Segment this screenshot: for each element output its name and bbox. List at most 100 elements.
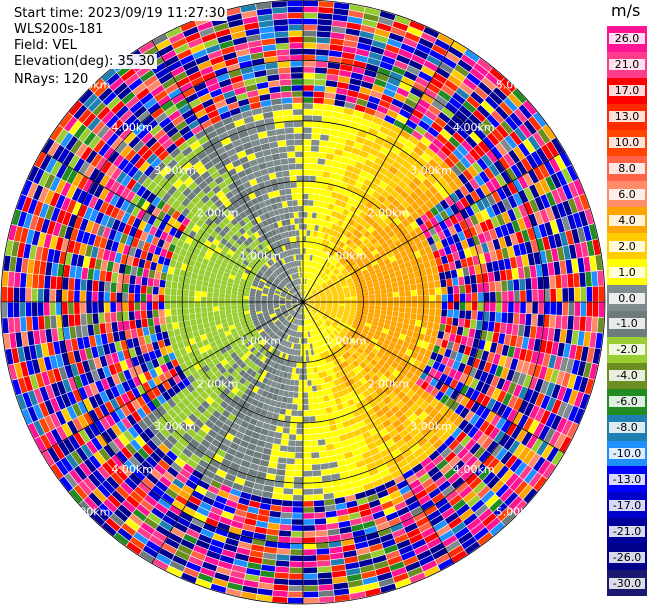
ppi-gate bbox=[579, 393, 590, 410]
ppi-gate bbox=[320, 408, 327, 415]
ppi-gate bbox=[500, 469, 514, 483]
ppi-gate bbox=[380, 583, 397, 593]
ppi-gate bbox=[242, 585, 258, 594]
ppi-gate bbox=[341, 113, 353, 121]
ppi-gate bbox=[332, 20, 347, 28]
ppi-gate bbox=[38, 316, 45, 330]
ppi-gate bbox=[378, 577, 395, 588]
ppi-gate bbox=[466, 95, 480, 109]
ppi-gate bbox=[185, 479, 198, 490]
ppi-gate bbox=[282, 359, 288, 366]
ppi-gate bbox=[192, 371, 201, 380]
ppi-gate bbox=[344, 170, 353, 178]
ppi-gate bbox=[283, 372, 288, 379]
ppi-gate bbox=[203, 522, 217, 533]
ppi-gate bbox=[304, 290, 306, 297]
ppi-gate bbox=[382, 199, 392, 208]
ppi-gate bbox=[406, 205, 415, 215]
ppi-gate bbox=[501, 184, 513, 198]
ppi-gate bbox=[49, 176, 61, 192]
ppi-gate bbox=[303, 513, 315, 519]
ppi-gate bbox=[413, 325, 421, 333]
ppi-gate bbox=[446, 341, 455, 350]
ppi-gate bbox=[27, 422, 40, 439]
ppi-gate bbox=[452, 443, 465, 455]
ppi-gate bbox=[356, 364, 364, 372]
ppi-gate bbox=[465, 387, 475, 398]
ppi-gate bbox=[295, 374, 300, 380]
ppi-gate bbox=[315, 302, 321, 304]
ppi-gate bbox=[136, 384, 147, 396]
ppi-gate bbox=[210, 325, 217, 332]
ppi-gate bbox=[341, 52, 356, 60]
ppi-gate bbox=[413, 359, 421, 368]
ppi-gate bbox=[455, 160, 467, 173]
ppi-gate bbox=[132, 508, 147, 522]
ppi-gate bbox=[267, 430, 276, 438]
ppi-gate bbox=[411, 307, 417, 314]
ppi-gate bbox=[500, 138, 513, 153]
ppi-gate bbox=[242, 485, 253, 494]
ppi-gate bbox=[374, 137, 385, 146]
ppi-gate bbox=[171, 343, 179, 352]
ppi-gate bbox=[493, 270, 501, 282]
ppi-gate bbox=[495, 249, 504, 261]
ppi-gate bbox=[509, 358, 519, 371]
ppi-gate bbox=[303, 121, 313, 128]
ppi-gate bbox=[7, 302, 14, 318]
ppi-gate bbox=[399, 485, 412, 495]
ppi-gate bbox=[101, 430, 113, 444]
ppi-gate bbox=[282, 500, 293, 507]
ppi-gate bbox=[166, 450, 178, 462]
ppi-gate bbox=[306, 292, 311, 298]
ppi-gate bbox=[303, 555, 317, 562]
ppi-gate bbox=[127, 426, 139, 439]
ppi-gate bbox=[486, 240, 495, 252]
ppi-gate bbox=[111, 352, 120, 364]
ppi-gate bbox=[360, 369, 368, 377]
ppi-gate bbox=[503, 153, 515, 167]
ppi-gate bbox=[477, 233, 487, 244]
ppi-gate bbox=[195, 242, 204, 250]
ppi-gate bbox=[414, 226, 423, 236]
ppi-gate bbox=[127, 378, 137, 390]
ppi-gate bbox=[181, 263, 188, 271]
ppi-gate bbox=[459, 407, 470, 419]
ppi-gate bbox=[269, 311, 275, 315]
ppi-gate bbox=[274, 308, 280, 312]
ppi-gate bbox=[336, 453, 346, 461]
ppi-gate bbox=[464, 217, 474, 228]
ppi-gate bbox=[70, 450, 84, 465]
ppi-gate bbox=[217, 343, 225, 350]
ppi-gate bbox=[344, 308, 351, 312]
ppi-gate bbox=[33, 330, 41, 345]
ppi-gate bbox=[148, 423, 160, 435]
ppi-gate bbox=[338, 323, 345, 328]
ppi-gate bbox=[298, 307, 302, 313]
ppi-gate bbox=[213, 288, 220, 294]
ppi-gate bbox=[249, 437, 259, 445]
ppi-gate bbox=[473, 527, 489, 541]
ppi-gate bbox=[514, 127, 527, 142]
ppi-gate bbox=[478, 450, 491, 463]
ppi-gate bbox=[405, 399, 415, 409]
ppi-gate bbox=[130, 328, 138, 339]
ppi-gate bbox=[123, 320, 130, 331]
ppi-gate bbox=[32, 274, 39, 289]
ppi-gate bbox=[556, 186, 568, 202]
ppi-gate bbox=[303, 290, 305, 296]
ppi-gate bbox=[551, 341, 559, 356]
ppi-gate bbox=[291, 303, 298, 306]
ppi-gate bbox=[260, 340, 267, 347]
ppi-gate bbox=[326, 304, 333, 307]
ppi-gate bbox=[178, 489, 192, 501]
ppi-gate bbox=[309, 300, 315, 302]
ppi-gate bbox=[68, 377, 78, 391]
ppi-gate bbox=[460, 156, 472, 169]
ppi-gate bbox=[209, 321, 216, 327]
ppi-gate bbox=[321, 239, 327, 246]
ppi-gate bbox=[147, 490, 161, 502]
ppi-gate bbox=[345, 304, 351, 307]
ppi-gate bbox=[529, 405, 540, 420]
ppi-gate bbox=[377, 195, 386, 204]
